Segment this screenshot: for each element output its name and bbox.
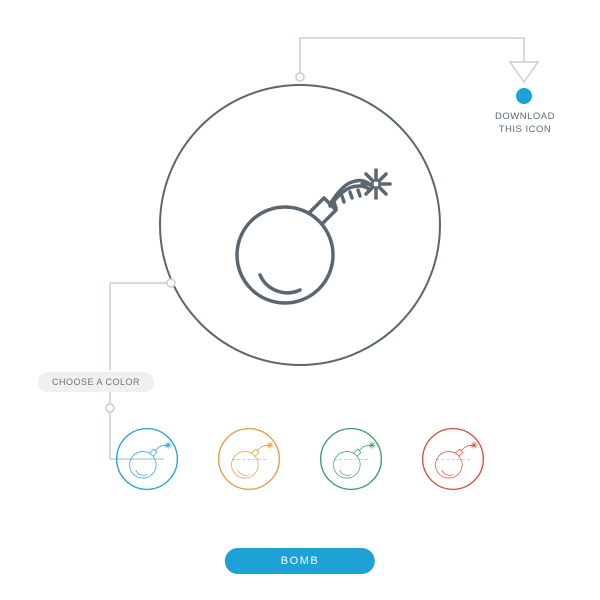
- bomb-icon: [237, 170, 390, 303]
- title-pill: BOMB: [225, 548, 375, 574]
- download-line1: DOWNLOAD: [480, 110, 570, 123]
- download-line2: THIS ICON: [480, 123, 570, 136]
- download-label[interactable]: DOWNLOAD THIS ICON: [480, 110, 570, 137]
- variant-red[interactable]: [420, 426, 486, 492]
- diagram-stage: [0, 0, 600, 600]
- choose-color-label: CHOOSE A COLOR: [38, 372, 154, 392]
- main-icon-ring: [160, 85, 440, 365]
- connector-top: [296, 38, 538, 82]
- variant-green[interactable]: [318, 426, 384, 492]
- download-badge[interactable]: [516, 88, 532, 104]
- color-variants-row: [0, 426, 600, 492]
- variant-orange[interactable]: [216, 426, 282, 492]
- variant-blue[interactable]: [114, 426, 180, 492]
